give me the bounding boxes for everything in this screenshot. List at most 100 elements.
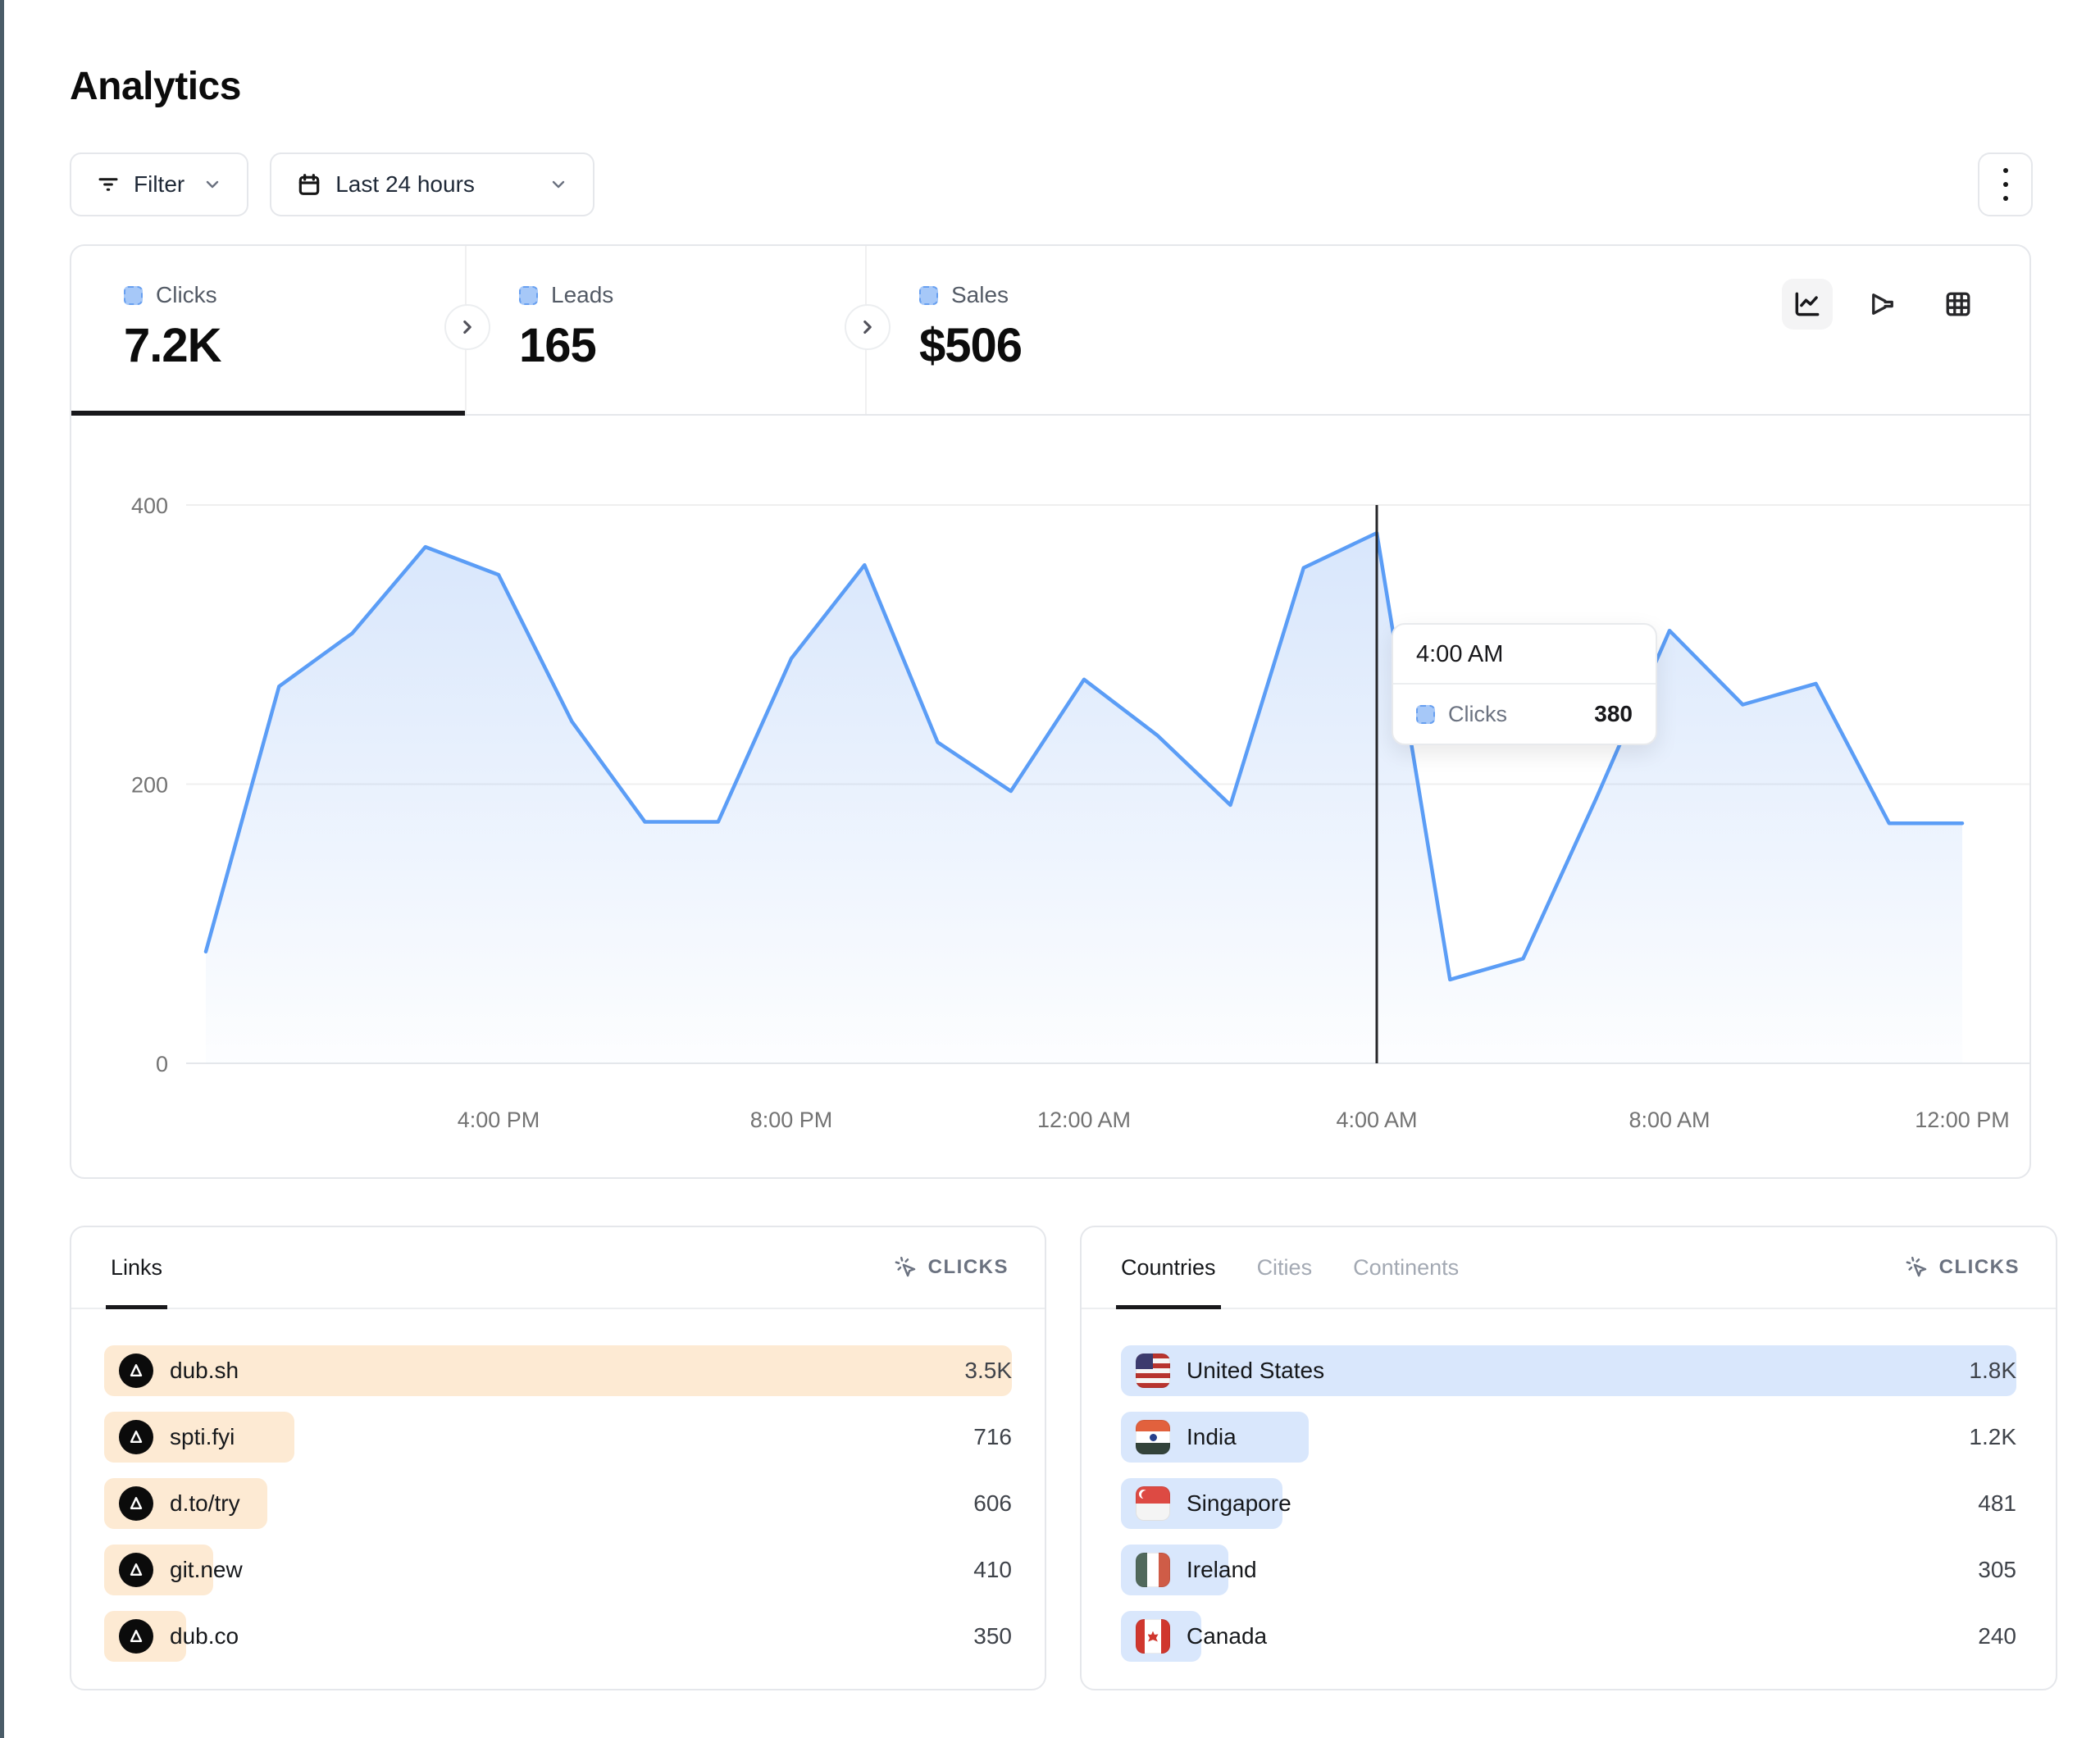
leads-legend-swatch xyxy=(519,285,538,305)
page-title: Analytics xyxy=(70,65,241,108)
list-item[interactable]: spti.fyi 716 xyxy=(104,1412,1012,1463)
metric-label: CLICKS xyxy=(1938,1256,2020,1278)
window-edge-accent xyxy=(0,0,4,1738)
svg-text:8:00 PM: 8:00 PM xyxy=(750,1108,833,1132)
item-value: 3.5K xyxy=(964,1358,1012,1383)
list-item[interactable]: git.new 410 xyxy=(104,1545,1012,1595)
tooltip-time: 4:00 AM xyxy=(1393,625,1656,685)
countries-panel-header: Countries Cities Continents CLICKS xyxy=(1082,1227,2056,1309)
tooltip-legend-swatch xyxy=(1416,704,1435,724)
item-label: United States xyxy=(1187,1358,1325,1383)
ca-flag-icon xyxy=(1136,1619,1170,1654)
chevron-down-icon xyxy=(203,175,222,194)
item-value: 481 xyxy=(1978,1490,2016,1516)
chart-canvas: 0 200 400 4:00 PM 8:00 PM 12:00 AM 4:00 AM 8:00… xyxy=(131,494,2029,1132)
dub-logo-icon xyxy=(119,1354,153,1388)
in-flag-icon xyxy=(1136,1420,1170,1454)
tab-clicks[interactable]: Clicks 7.2K xyxy=(71,246,467,416)
chart-tooltip: 4:00 AM Clicks 380 xyxy=(1392,623,1657,745)
list-item[interactable]: Canada 240 xyxy=(1121,1611,2016,1662)
sg-flag-icon xyxy=(1136,1486,1170,1521)
item-value: 1.8K xyxy=(1969,1358,2016,1383)
value-bar xyxy=(1121,1345,2016,1396)
countries-panel: Countries Cities Continents CLICKS Unite… xyxy=(1080,1226,2057,1690)
list-item[interactable]: dub.sh 3.5K xyxy=(104,1345,1012,1396)
countries-rows: United States 1.8K India 1.2K Singapore 481 Ir… xyxy=(1082,1309,2056,1662)
item-label: Singapore xyxy=(1187,1490,1291,1516)
item-label: dub.co xyxy=(170,1623,239,1649)
line-chart-view-button[interactable] xyxy=(1782,279,1833,330)
tab-continents[interactable]: Continents xyxy=(1353,1254,1460,1280)
cursor-click-icon xyxy=(895,1257,915,1277)
dub-logo-icon xyxy=(119,1420,153,1454)
funnel-view-button[interactable] xyxy=(1857,279,1908,330)
sales-legend-swatch xyxy=(919,285,938,305)
date-range-button[interactable]: Last 24 hours xyxy=(270,152,595,216)
clicks-value: 7.2K xyxy=(124,319,222,372)
item-value: 240 xyxy=(1978,1623,2016,1649)
filter-icon xyxy=(96,172,121,197)
value-bar xyxy=(104,1345,1012,1396)
svg-text:4:00 AM: 4:00 AM xyxy=(1336,1108,1417,1132)
dub-logo-icon xyxy=(119,1553,153,1587)
more-options-button[interactable] xyxy=(1978,152,2033,216)
list-item[interactable]: dub.co 350 xyxy=(104,1611,1012,1662)
chart-view-toggles xyxy=(1782,279,1984,330)
grid-icon xyxy=(1946,292,1970,316)
tab-links[interactable]: Links xyxy=(105,1227,168,1309)
tooltip-series-label: Clicks xyxy=(1448,701,1507,726)
dub-logo-icon xyxy=(119,1486,153,1521)
cursor-click-icon xyxy=(1906,1257,1926,1277)
stat-label: Clicks xyxy=(156,282,217,307)
tab-sales[interactable]: Sales $506 xyxy=(867,246,1293,414)
analytics-card: Clicks 7.2K Leads 165 Sales $506 xyxy=(70,244,2031,1179)
list-item[interactable]: Ireland 305 xyxy=(1121,1545,2016,1595)
item-label: spti.fyi xyxy=(170,1424,235,1449)
filter-button-label: Filter xyxy=(134,171,185,197)
us-flag-icon xyxy=(1136,1354,1170,1388)
tab-cities[interactable]: Cities xyxy=(1256,1254,1313,1280)
item-label: India xyxy=(1187,1424,1237,1449)
tab-countries[interactable]: Countries xyxy=(1116,1227,1221,1309)
item-value: 350 xyxy=(973,1623,1012,1649)
list-item[interactable]: d.to/try 606 xyxy=(104,1478,1012,1529)
svg-text:200: 200 xyxy=(131,773,168,798)
stat-label: Sales xyxy=(951,282,1009,307)
clicks-legend-swatch xyxy=(124,285,143,305)
countries-tabs: Countries Cities Continents xyxy=(1116,1227,1460,1309)
clicks-area-chart[interactable]: 0 200 400 4:00 PM 8:00 PM 12:00 AM 4:00 AM 8:00… xyxy=(71,416,2029,1177)
item-value: 606 xyxy=(973,1490,1012,1516)
links-panel: Links CLICKS dub.sh 3.5K spti.fyi 716 d.to… xyxy=(70,1226,1046,1690)
table-view-button[interactable] xyxy=(1933,279,1984,330)
svg-text:12:00 AM: 12:00 AM xyxy=(1037,1108,1131,1132)
svg-text:12:00 PM: 12:00 PM xyxy=(1915,1108,2010,1132)
sales-value: $506 xyxy=(919,319,1023,372)
tab-leads[interactable]: Leads 165 xyxy=(467,246,867,414)
links-rows: dub.sh 3.5K spti.fyi 716 d.to/try 606 git.n… xyxy=(71,1309,1045,1662)
svg-text:4:00 PM: 4:00 PM xyxy=(458,1108,540,1132)
metric-label: CLICKS xyxy=(927,1256,1009,1278)
item-value: 410 xyxy=(973,1557,1012,1582)
expand-leads-chevron[interactable] xyxy=(845,304,891,350)
stat-tabs-row: Clicks 7.2K Leads 165 Sales $506 xyxy=(71,246,2029,416)
kebab-dot xyxy=(2002,196,2008,201)
svg-text:8:00 AM: 8:00 AM xyxy=(1629,1108,1710,1132)
dub-logo-icon xyxy=(119,1619,153,1654)
links-panel-header: Links CLICKS xyxy=(71,1227,1045,1309)
stat-label: Leads xyxy=(551,282,614,307)
chart-generated: 0 200 400 4:00 PM 8:00 PM 12:00 AM 4:00 AM 8:00… xyxy=(131,494,2029,1132)
item-label: Ireland xyxy=(1187,1557,1257,1582)
expand-clicks-chevron[interactable] xyxy=(444,304,490,350)
list-item[interactable]: India 1.2K xyxy=(1121,1412,2016,1463)
list-item[interactable]: Singapore 481 xyxy=(1121,1478,2016,1529)
leads-value: 165 xyxy=(519,319,597,372)
calendar-icon xyxy=(296,171,322,198)
list-item[interactable]: United States 1.8K xyxy=(1121,1345,2016,1396)
kebab-dot xyxy=(2002,182,2008,187)
countries-metric-header[interactable]: CLICKS xyxy=(1905,1255,2020,1280)
item-value: 716 xyxy=(973,1424,1012,1449)
links-metric-header[interactable]: CLICKS xyxy=(894,1255,1009,1280)
filter-button[interactable]: Filter xyxy=(70,152,249,216)
line-chart-icon xyxy=(1795,292,1820,316)
